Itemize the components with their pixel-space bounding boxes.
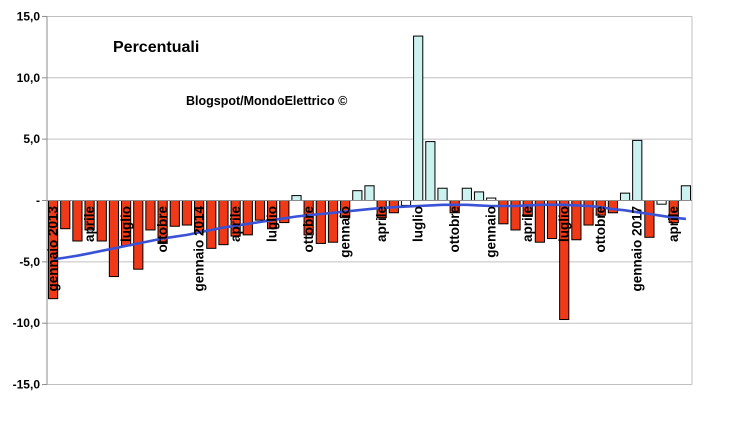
bar (169, 200, 180, 227)
bar (413, 35, 424, 201)
x-tick-label: ottobre (301, 206, 316, 253)
x-tick-label: ottobre (593, 206, 608, 253)
x-tick-label: aprile (666, 206, 681, 243)
x-tick-label: gennaio 2013 (46, 206, 61, 292)
y-tick-label: -10,0 (13, 316, 41, 330)
x-tick-label: aprile (228, 206, 243, 243)
y-tick-label: -15,0 (13, 378, 41, 392)
bar (206, 200, 217, 249)
bar (644, 200, 655, 238)
bar (181, 200, 193, 226)
x-tick-label: aprile (520, 206, 535, 243)
watermark: Blogspot/MondoElettrico © (186, 94, 348, 108)
bar (461, 187, 472, 201)
bar (315, 200, 326, 244)
bar (656, 200, 667, 205)
x-tick-label: luglio (411, 206, 426, 242)
bar (96, 200, 107, 242)
bar (145, 200, 156, 231)
bar (218, 200, 229, 246)
bar (327, 200, 339, 243)
bar (108, 200, 120, 278)
x-tick-label: ottobre (447, 206, 462, 253)
bar (60, 200, 71, 230)
bar (352, 190, 363, 201)
y-tick-label: 15,0 (17, 9, 41, 23)
y-tick-label: -5,0 (19, 255, 40, 269)
trend-line (52, 203, 687, 261)
x-tick-label: luglio (119, 206, 134, 242)
bar (546, 200, 558, 240)
x-tick-label: gennaio (338, 206, 353, 258)
bar (425, 141, 436, 202)
bar (607, 200, 618, 214)
bar (619, 192, 631, 201)
bar (291, 195, 302, 201)
x-tick-label: gennaio 2014 (192, 206, 207, 292)
x-tick-label: aprile (374, 206, 389, 243)
bar (400, 200, 412, 206)
x-tick-label: ottobre (155, 206, 170, 253)
bar (437, 187, 448, 201)
x-tick-label: aprile (82, 206, 97, 243)
bar (133, 200, 144, 270)
x-tick-label: luglio (557, 206, 572, 242)
bar (72, 200, 83, 242)
bar (498, 200, 509, 225)
y-tick-label: 5,0 (23, 132, 40, 146)
x-tick-label: luglio (265, 206, 280, 242)
plot-area: 15,0 10,0 5,0 - -5,0 -10,0 -15,0 gennaio 2013 ap… (13, 9, 693, 392)
y-tick-label: 10,0 (17, 71, 41, 85)
bar (534, 200, 545, 243)
bar (632, 139, 643, 202)
bar (254, 200, 266, 221)
bar (364, 185, 375, 201)
y-tick-label: - (36, 194, 40, 208)
bar (680, 185, 692, 201)
bar (473, 191, 485, 202)
bar (242, 200, 253, 236)
chart-title: Percentuali (113, 39, 199, 56)
x-tick-label: gennaio (484, 206, 499, 258)
x-tick-label: gennaio 2017 (630, 206, 645, 292)
bar (583, 200, 594, 226)
